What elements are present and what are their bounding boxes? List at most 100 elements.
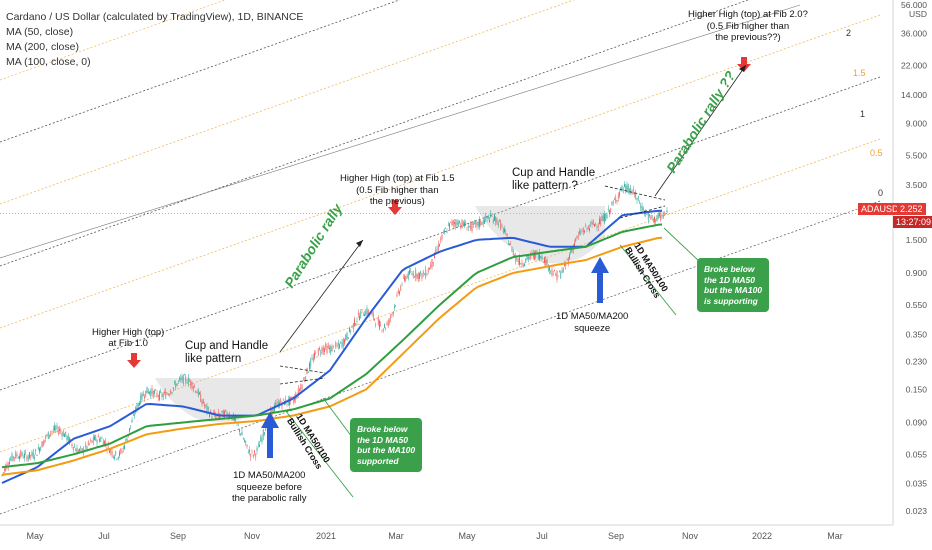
candle-body: [235, 417, 237, 423]
candle-body: [141, 393, 143, 400]
candle-body: [425, 268, 427, 278]
price-tick-label: 14.000: [901, 90, 927, 100]
candle-body: [90, 440, 92, 441]
candle-body: [56, 425, 58, 430]
legend-ma50[interactable]: MA (50, close): [6, 26, 74, 38]
candle-body: [67, 435, 69, 441]
candle-body: [50, 432, 52, 434]
candle-body: [331, 346, 333, 352]
candle-body: [119, 451, 120, 457]
candle-body: [184, 374, 185, 376]
candle-body: [302, 379, 304, 381]
candle-body: [52, 428, 54, 431]
candle-body: [557, 276, 559, 277]
candle-body: [297, 388, 299, 395]
candle-body: [362, 315, 364, 316]
candle-body: [140, 394, 142, 404]
candle-body: [534, 251, 535, 259]
candle-body: [657, 213, 659, 218]
candle-body: [301, 384, 303, 389]
candle-body: [626, 184, 628, 193]
candle-body: [306, 367, 308, 375]
candle-body: [159, 391, 160, 401]
candle-body: [116, 458, 118, 460]
candle-body: [102, 440, 104, 446]
candle-body: [120, 449, 122, 452]
candle-body: [194, 386, 195, 388]
candle-body: [47, 431, 49, 439]
time-axis[interactable]: May Jul Sep Nov 2021 Mar May Jul Sep Nov 2022 Mar: [0, 524, 893, 541]
candle-body: [526, 255, 528, 260]
candle-body: [42, 441, 44, 447]
candle-body: [479, 219, 480, 227]
candle-body: [61, 432, 63, 436]
candle-body: [594, 224, 595, 227]
candle-body: [27, 457, 29, 459]
candle-body: [122, 447, 124, 449]
candle-body: [10, 458, 12, 460]
handle-1-top: [279, 365, 326, 374]
candle-body: [452, 220, 454, 226]
candle-body: [41, 441, 43, 448]
candle-body: [101, 438, 103, 439]
candle-body: [620, 187, 622, 191]
candle-body: [255, 454, 257, 458]
candle-body: [85, 444, 87, 448]
candle-body: [92, 436, 94, 442]
candle-body: [495, 216, 497, 223]
legend-ma100[interactable]: MA (100, close, 0): [6, 56, 91, 68]
candle-body: [244, 440, 245, 442]
candle-body: [94, 436, 95, 441]
candle-body: [502, 228, 504, 233]
candle-body: [204, 405, 205, 406]
candle-body: [514, 255, 515, 256]
red-arrow-3: [737, 57, 751, 72]
candle-body: [559, 271, 560, 273]
candle-body: [319, 348, 320, 350]
candle-body: [344, 339, 345, 344]
candle-body: [91, 440, 93, 443]
candle-body: [476, 221, 478, 227]
candle-body: [421, 273, 423, 279]
candle-body: [124, 445, 125, 449]
candle-body: [529, 257, 530, 258]
candle-body: [389, 320, 390, 322]
legend-ma200[interactable]: MA (200, close): [6, 41, 79, 53]
candle-body: [550, 270, 552, 272]
time-tick-label: May: [458, 531, 476, 541]
candle-body: [475, 221, 477, 225]
candle-body: [336, 345, 338, 347]
candle-body: [225, 409, 227, 412]
candle-body: [470, 222, 472, 230]
candle-body: [485, 215, 487, 219]
candle-body: [196, 392, 198, 394]
candle-body: [129, 427, 130, 432]
candle-body: [45, 436, 47, 439]
candle-body: [191, 382, 193, 389]
candle-body: [586, 227, 588, 230]
candle-body: [522, 264, 524, 267]
annotation-higher-high-1: Higher High (top) at Fib 1.0: [92, 327, 165, 349]
candle-body: [310, 359, 312, 367]
candle-body: [457, 222, 459, 227]
candle-body: [361, 309, 363, 310]
candle-body: [44, 440, 45, 442]
candle-body: [262, 429, 264, 437]
price-tick-label: 0.350: [906, 329, 928, 339]
candle-body: [387, 320, 389, 327]
candle-body: [395, 305, 397, 307]
candle-body: [555, 273, 557, 276]
candle-body: [494, 214, 495, 221]
candle-body: [4, 468, 5, 471]
candle-body: [652, 219, 654, 222]
candle-body: [346, 333, 348, 340]
candle-body: [182, 374, 184, 384]
candle-body: [650, 216, 652, 218]
candle-body: [500, 221, 502, 230]
red-arrow-2: [388, 200, 402, 215]
candle-body: [14, 457, 15, 459]
candle-body: [150, 391, 152, 397]
candle-body: [80, 447, 82, 448]
